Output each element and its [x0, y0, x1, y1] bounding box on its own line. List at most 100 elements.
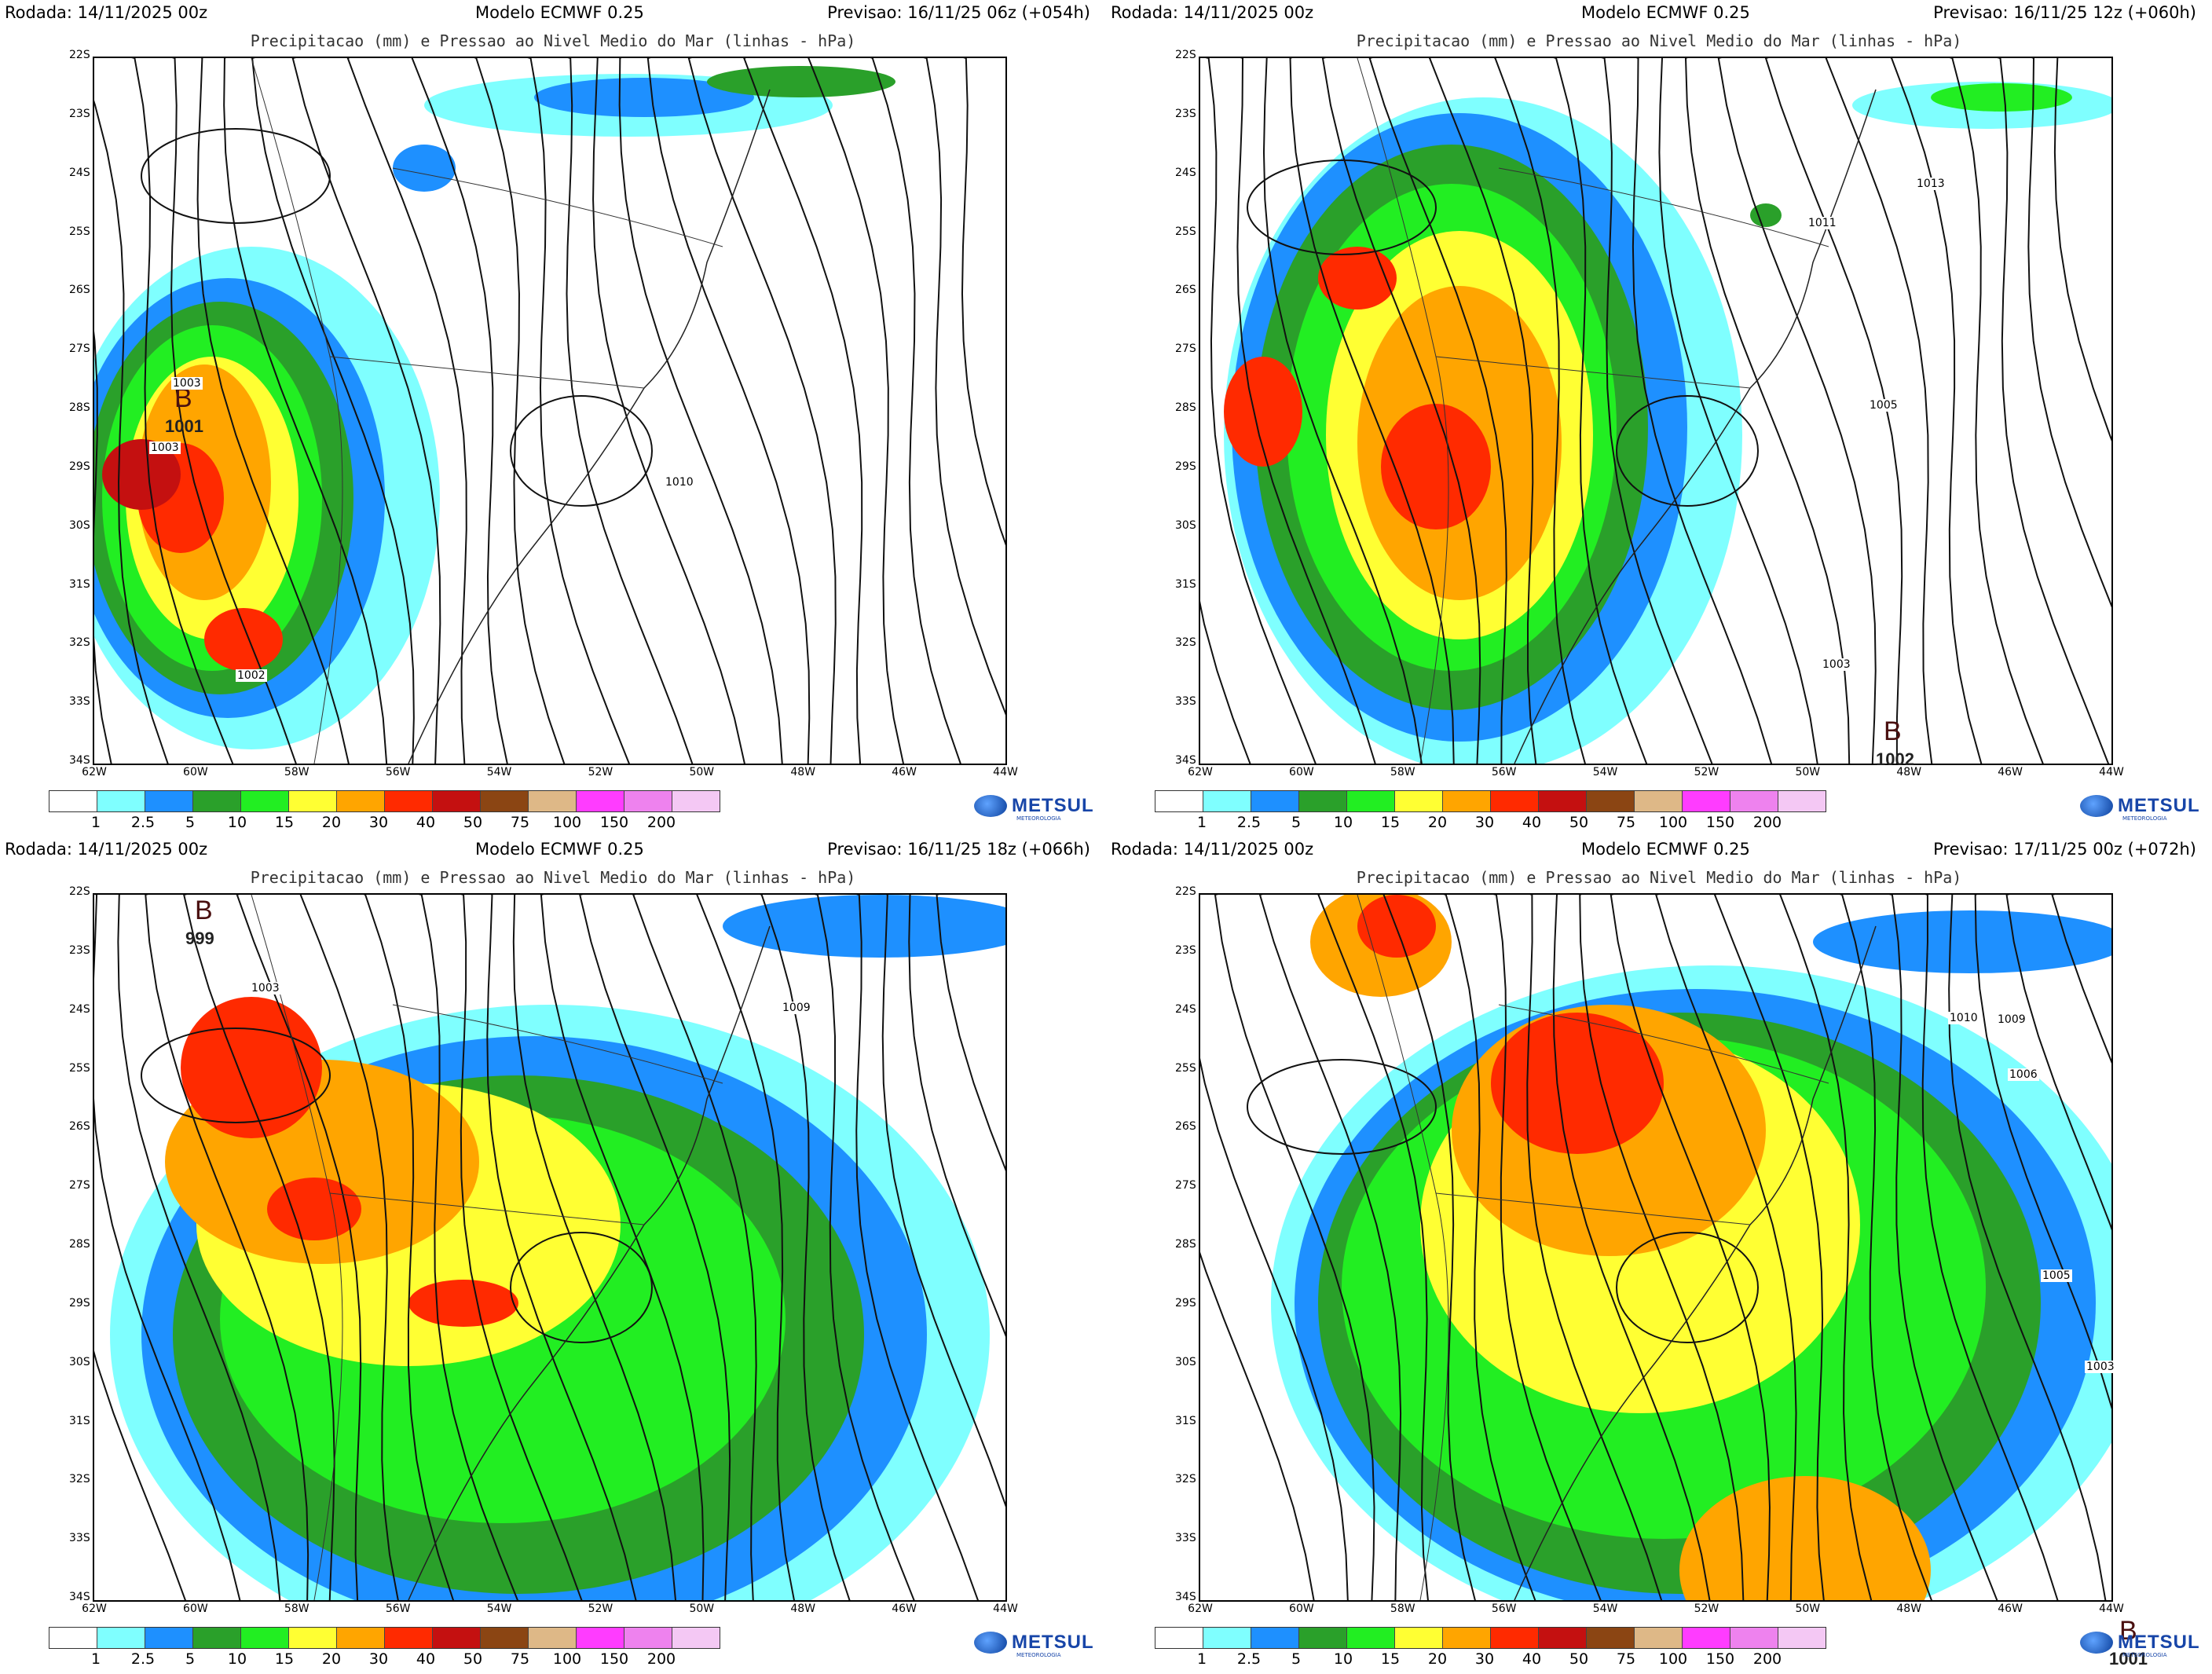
brand-name: METSUL — [2118, 1632, 2200, 1653]
latitude-tick: 34S — [69, 754, 90, 767]
legend-swatch — [193, 791, 241, 811]
state-border — [1435, 1192, 1751, 1225]
longitude-tick: 44W — [2099, 1603, 2124, 1615]
isobar-label: 1005 — [1868, 399, 1899, 412]
isobar-line — [363, 895, 455, 1600]
longitude-tick: 50W — [689, 1603, 715, 1615]
metsul-logo: METSUL METEOROLOGIA — [974, 795, 1094, 822]
legend-swatch — [672, 791, 720, 811]
legend-label: 15 — [274, 814, 295, 831]
globe-icon — [2080, 795, 2113, 817]
precip-area — [1381, 404, 1491, 529]
isobar-line — [141, 128, 331, 224]
isobar-line — [460, 895, 583, 1600]
legend-label: 150 — [599, 814, 629, 831]
isobar-line — [2005, 895, 2111, 1231]
longitude-tick: 50W — [1795, 1603, 1821, 1615]
longitude-tick: 50W — [1795, 766, 1821, 778]
legend-label: 150 — [1705, 814, 1735, 831]
isobar-line — [1974, 895, 2111, 1410]
latitude-tick: 30S — [1175, 518, 1196, 532]
legend-label: 200 — [1752, 814, 1782, 831]
longitude-tick: 48W — [790, 766, 816, 778]
precip-area — [1318, 247, 1397, 310]
legend-label: 10 — [227, 814, 247, 831]
legend-label: 1 — [1196, 814, 1207, 831]
isobar-line — [411, 58, 508, 764]
precip-area — [1931, 83, 2072, 112]
legend-swatch — [337, 791, 385, 811]
isobar-line — [923, 58, 1005, 716]
isobar-line — [1289, 58, 1455, 764]
latitude-tick: 27S — [69, 342, 90, 356]
run-time-label: Rodada: 14/11/2025 00z — [5, 3, 208, 22]
isobar-line — [760, 895, 851, 1600]
isobar-line — [183, 895, 335, 1600]
legend-swatch — [337, 1628, 385, 1648]
legend-swatch — [1395, 1628, 1443, 1648]
isobar-line — [855, 895, 979, 1600]
longitude-tick: 52W — [1694, 766, 1719, 778]
longitude-tick: 58W — [284, 1603, 309, 1615]
longitude-tick: 58W — [1390, 1603, 1415, 1615]
isobar-line — [512, 895, 677, 1600]
longitude-tick: 46W — [892, 1603, 917, 1615]
latitude-tick: 32S — [1175, 1473, 1196, 1486]
isobar-line — [1890, 58, 1983, 764]
isobar-line — [223, 58, 388, 764]
longitude-tick: 52W — [1694, 1603, 1719, 1615]
isobar-line — [1382, 895, 1476, 1600]
legend-swatch — [1491, 1628, 1539, 1648]
legend-swatch — [1539, 791, 1587, 811]
legend-swatch — [529, 1628, 577, 1648]
legend-swatch — [1539, 1628, 1587, 1648]
legend-label: 15 — [274, 1650, 295, 1668]
legend-label: 5 — [1291, 1650, 1302, 1668]
latitude-tick: 24S — [1175, 1002, 1196, 1016]
latitude-tick: 26S — [69, 1120, 90, 1134]
latitude-tick: 29S — [69, 460, 90, 473]
legend-swatch — [1683, 791, 1730, 811]
legend-swatch — [1203, 791, 1251, 811]
latitude-tick: 31S — [69, 577, 90, 591]
isobar-line — [1443, 895, 1536, 1600]
state-border — [329, 1192, 645, 1225]
latitude-tick: 31S — [69, 1414, 90, 1427]
isobar-line — [2027, 58, 2111, 608]
isobar-line — [1579, 895, 1745, 1600]
low-pressure-marker: B — [2119, 1616, 2137, 1646]
legend-label: 20 — [1427, 814, 1448, 831]
isobar-label: 1006 — [2008, 1068, 2039, 1081]
isobar-line — [1888, 895, 1998, 1600]
latitude-tick: 25S — [69, 225, 90, 238]
forecast-panel: Rodada: 14/11/2025 00z Modelo ECMWF 0.25 P… — [1106, 837, 2212, 1673]
isobar-line — [814, 895, 915, 1600]
legend-label: 2.5 — [1236, 814, 1262, 831]
precip-area — [723, 895, 1005, 958]
brand-name: METSUL — [2118, 795, 2200, 816]
precip-area — [393, 145, 456, 192]
precip-area — [1766, 1531, 1892, 1600]
isobar-line — [1321, 58, 1481, 764]
isobar-line — [1839, 895, 1932, 1600]
precipitation-map — [1199, 893, 2113, 1602]
legend-label: 30 — [368, 814, 389, 831]
legend-swatch — [145, 791, 193, 811]
legend-swatch — [1635, 791, 1683, 811]
isobar-line — [94, 100, 169, 764]
longitude-tick: 48W — [1896, 766, 1922, 778]
legend-swatch — [1299, 791, 1347, 811]
legend-swatch — [433, 791, 481, 811]
latitude-tick: 29S — [1175, 460, 1196, 473]
longitude-tick: 60W — [1289, 1603, 1314, 1615]
isobar-line — [1200, 1251, 1315, 1600]
precip-area — [267, 1178, 361, 1240]
isobar-line — [870, 58, 961, 764]
latitude-tick: 23S — [1175, 943, 1196, 957]
legend-swatch — [577, 1628, 624, 1648]
isobar-line — [592, 58, 745, 764]
isobar-line — [474, 58, 566, 764]
longitude-tick: 58W — [1390, 766, 1415, 778]
latitude-tick: 34S — [69, 1591, 90, 1603]
legend-label: 20 — [321, 814, 342, 831]
